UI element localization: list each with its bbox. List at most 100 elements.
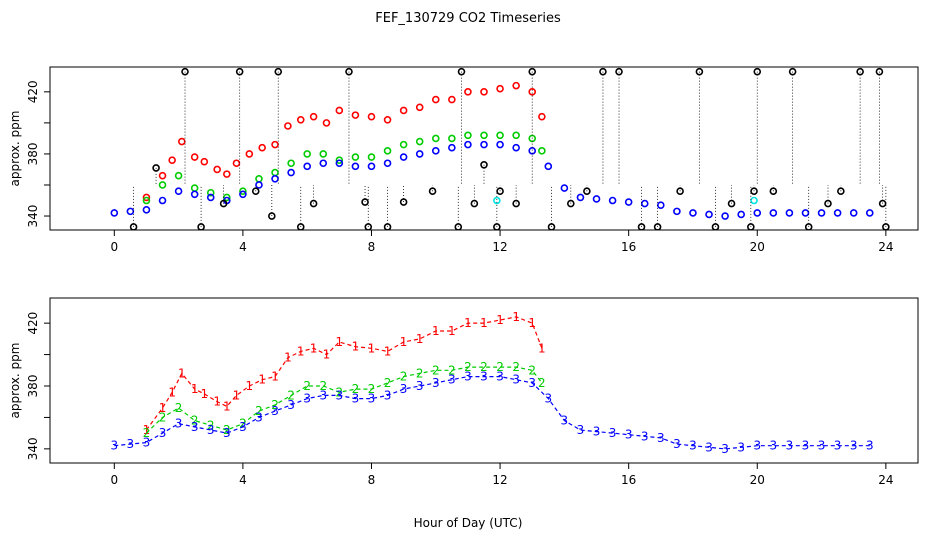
green-marker: 2	[175, 401, 183, 415]
red-marker	[464, 88, 472, 96]
green-marker: 2	[384, 376, 392, 390]
blue-marker	[190, 190, 199, 199]
blue-marker	[383, 159, 392, 168]
green-marker: 2	[352, 382, 360, 396]
blue-marker: 3	[271, 404, 279, 418]
blue-marker	[624, 198, 633, 206]
x-axis-label: Hour of Day (UTC)	[414, 516, 523, 530]
red-marker	[415, 103, 424, 112]
black-marker	[496, 187, 504, 195]
red-marker: 1	[336, 335, 344, 349]
black-marker	[824, 199, 832, 208]
y-tick-label: 420	[26, 312, 40, 335]
red-marker	[431, 95, 440, 104]
y-tick-label: 340	[26, 437, 40, 460]
blue-marker: 3	[818, 439, 826, 453]
figure-title: FEF_130729 CO2 Timeseries	[375, 11, 561, 26]
red-marker: 1	[233, 388, 241, 402]
blue-marker	[560, 184, 569, 192]
blue-marker	[576, 193, 585, 202]
x-tick-label: 20	[750, 473, 765, 487]
blue-marker: 3	[448, 373, 456, 387]
red-marker: 1	[310, 341, 318, 355]
y-axis-label: approx. ppm	[8, 111, 22, 187]
black-marker	[856, 67, 864, 76]
blue-marker: 3	[625, 428, 633, 442]
blue-marker: 3	[689, 439, 697, 453]
x-tick-label: 12	[492, 473, 507, 487]
green-marker: 2	[538, 376, 546, 390]
green-marker: 2	[319, 379, 327, 393]
red-marker	[168, 156, 176, 164]
blue-marker: 3	[802, 439, 810, 453]
green-marker: 2	[400, 370, 408, 384]
red-marker	[496, 84, 504, 93]
blue-marker: 3	[384, 388, 392, 402]
x-tick-label: 4	[239, 240, 247, 254]
black-marker	[711, 223, 720, 230]
blue-marker: 3	[287, 398, 295, 412]
x-tick-label: 12	[492, 240, 507, 254]
red-marker: 1	[223, 399, 231, 413]
black-marker	[747, 223, 755, 230]
red-marker	[190, 153, 199, 161]
red-marker: 1	[143, 423, 151, 437]
blue-marker: 3	[368, 392, 376, 406]
black-marker	[454, 223, 463, 230]
blue-marker: 3	[400, 382, 408, 396]
blue-marker: 3	[191, 420, 199, 434]
red-marker: 1	[200, 387, 208, 401]
red-marker: 1	[432, 324, 440, 338]
blue-marker: 3	[705, 440, 713, 454]
blue-marker: 3	[737, 440, 745, 454]
red-marker: 1	[271, 370, 279, 384]
red-marker: 1	[159, 401, 167, 415]
blue-marker	[431, 147, 440, 155]
black-marker	[837, 187, 845, 195]
blue-marker	[689, 209, 697, 217]
black-marker	[788, 67, 797, 76]
x-tick-label: 16	[621, 473, 636, 487]
y-tick-label: 380	[26, 142, 40, 165]
red-marker	[245, 150, 254, 158]
blue-marker: 3	[110, 439, 118, 453]
panel-top: 0 4 8 12 16 20 24 340 380 420 approx. ppm	[8, 66, 919, 254]
red-marker: 1	[368, 341, 376, 355]
blue-marker: 3	[239, 420, 247, 434]
black-marker	[309, 199, 318, 208]
blue-marker	[480, 140, 488, 149]
black-marker	[528, 67, 537, 76]
black-marker	[695, 67, 704, 76]
blue-marker: 3	[416, 379, 424, 393]
green-marker: 2	[255, 404, 263, 418]
blue-marker	[287, 168, 295, 177]
black-marker	[615, 67, 623, 76]
red-marker	[158, 171, 167, 180]
blue-marker	[303, 162, 311, 171]
blue-marker: 3	[159, 426, 167, 440]
blue-marker	[849, 209, 858, 217]
blue-marker: 3	[175, 417, 183, 431]
green-marker: 2	[416, 366, 424, 380]
blue-marker	[319, 159, 328, 168]
green-marker: 2	[159, 410, 167, 424]
black-marker	[251, 187, 260, 195]
red-marker	[213, 165, 221, 174]
red-marker	[309, 112, 318, 121]
green-marker	[399, 140, 408, 149]
blue-marker	[174, 187, 183, 195]
blue-marker	[817, 209, 826, 217]
green-marker	[351, 153, 360, 161]
green-marker	[174, 171, 183, 180]
plot-data	[110, 67, 890, 230]
green-marker: 2	[191, 414, 199, 428]
green-marker	[415, 137, 424, 146]
red-marker: 1	[168, 385, 176, 399]
green-marker: 2	[223, 423, 231, 437]
black-marker	[480, 161, 488, 169]
red-marker	[480, 88, 488, 96]
green-marker: 2	[512, 360, 520, 374]
plot-frame	[49, 66, 919, 231]
